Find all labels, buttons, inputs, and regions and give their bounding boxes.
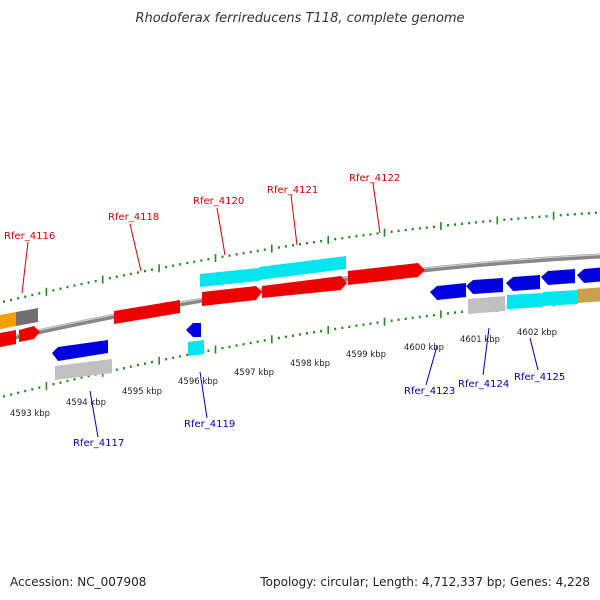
gene-rfer-4119-blue[interactable]: [186, 323, 201, 337]
label-leaders: [21, 182, 539, 438]
gene-rfer-4118[interactable]: [114, 300, 180, 324]
forward-gene-labels: Rfer_4116 Rfer_4118 Rfer_4120 Rfer_4121 …: [4, 173, 400, 242]
gene-label-rfer-4124[interactable]: Rfer_4124: [458, 379, 509, 390]
gene-blue[interactable]: [506, 275, 540, 291]
kbp-label: 4599 kbp: [346, 350, 386, 360]
gene-rfer-4117[interactable]: [52, 340, 108, 361]
gene-rfer-4123[interactable]: [430, 283, 466, 300]
gene-label-rfer-4120[interactable]: Rfer_4120: [193, 196, 244, 207]
kbp-label: 4598 kbp: [290, 359, 330, 369]
kbp-labels: 4593 kbp 4594 kbp 4595 kbp 4596 kbp 4597…: [10, 328, 557, 419]
accession-text: Accession: NC_007908: [10, 575, 146, 589]
inner-tick-track: [3, 297, 597, 398]
kbp-label: 4593 kbp: [10, 409, 50, 419]
gene-tan[interactable]: [578, 287, 600, 303]
gene-label-rfer-4117[interactable]: Rfer_4117: [73, 438, 124, 449]
kbp-label: 4594 kbp: [66, 398, 106, 408]
kbp-label: 4600 kbp: [404, 343, 444, 353]
gene-cyan[interactable]: [543, 290, 578, 306]
gene-label-rfer-4121[interactable]: Rfer_4121: [267, 185, 318, 196]
kbp-label: 4601 kbp: [460, 335, 500, 345]
gene-label-rfer-4116[interactable]: Rfer_4116: [4, 231, 55, 242]
outer-tick-track: [3, 211, 597, 303]
gene-orange[interactable]: [0, 312, 16, 330]
map-title: Rhodoferax ferrireducens T118, complete …: [135, 11, 464, 26]
gene-label-rfer-4123[interactable]: Rfer_4123: [404, 386, 455, 397]
gene-red[interactable]: [0, 330, 16, 348]
gene-rfer-4125[interactable]: [507, 293, 543, 309]
gene-rfer-4121[interactable]: [259, 256, 346, 280]
forward-genes: [0, 256, 425, 348]
gene-red[interactable]: [262, 276, 347, 298]
gene-label-rfer-4118[interactable]: Rfer_4118: [108, 212, 159, 223]
gene-label-rfer-4125[interactable]: Rfer_4125: [514, 372, 565, 383]
gene-red[interactable]: [202, 286, 262, 306]
genome-summary-text: Topology: circular; Length: 4,712,337 bp…: [259, 575, 590, 589]
gene-rfer-4120[interactable]: [200, 268, 259, 287]
kbp-label: 4602 kbp: [517, 328, 557, 338]
kbp-label: 4597 kbp: [234, 368, 274, 378]
gene-rfer-4122[interactable]: [348, 263, 425, 285]
gene-label-rfer-4119[interactable]: Rfer_4119: [184, 419, 235, 430]
gene-blue[interactable]: [541, 269, 575, 285]
gene-blue[interactable]: [466, 278, 503, 294]
reverse-gene-labels: Rfer_4117 Rfer_4119 Rfer_4123 Rfer_4124 …: [73, 372, 565, 449]
kbp-label: 4595 kbp: [122, 387, 162, 397]
kbp-label: 4596 kbp: [178, 377, 218, 387]
gene-label-rfer-4122[interactable]: Rfer_4122: [349, 173, 400, 184]
gene-gray[interactable]: [55, 359, 112, 380]
gene-dark-gray[interactable]: [16, 308, 38, 326]
gene-rfer-4119[interactable]: [188, 340, 204, 356]
gene-red[interactable]: [19, 326, 40, 342]
gene-blue[interactable]: [577, 267, 600, 283]
gene-rfer-4124[interactable]: [468, 296, 505, 314]
reverse-genes: [52, 267, 600, 380]
